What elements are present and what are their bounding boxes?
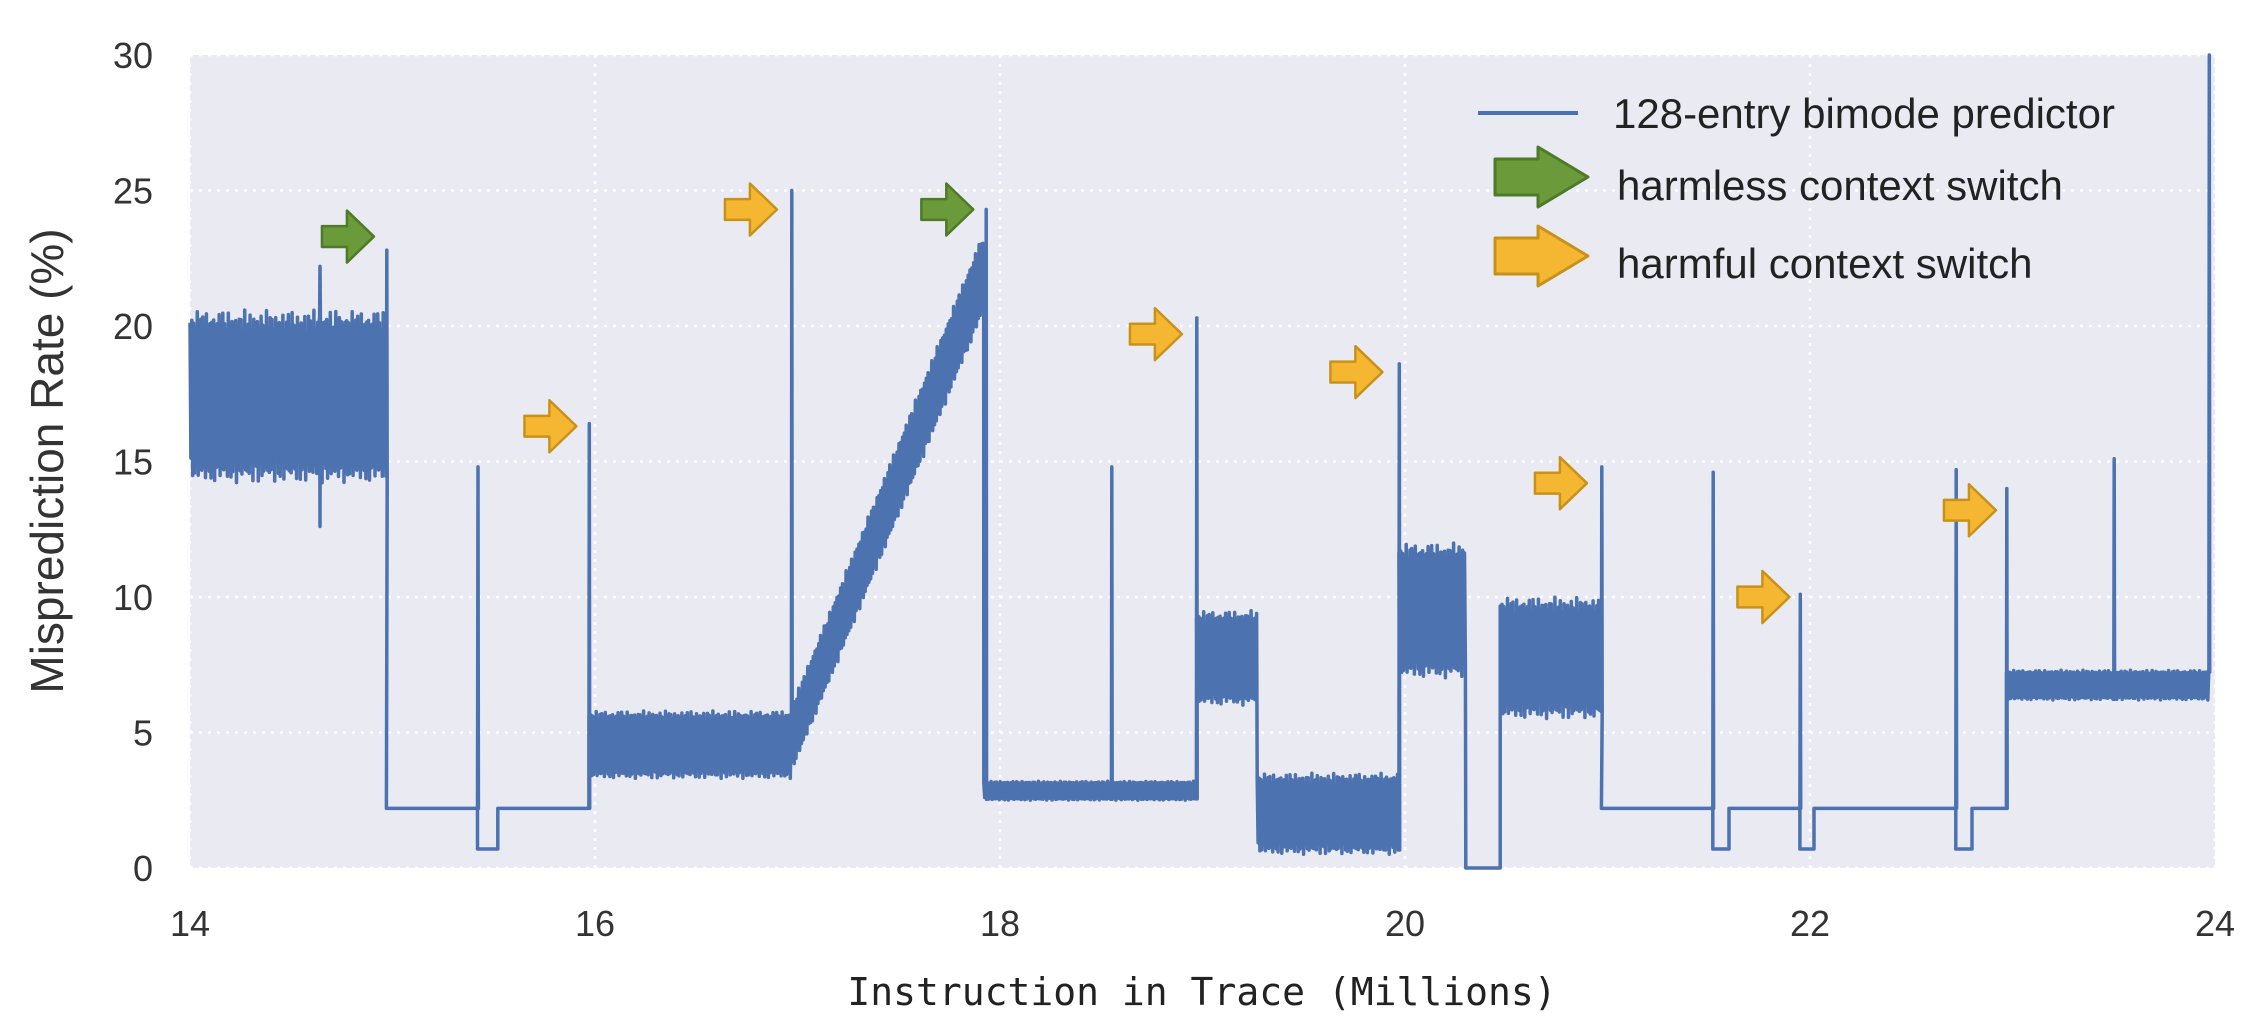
x-tick-label: 16 <box>575 903 615 944</box>
harmful-context-switch-arrow-icon <box>1128 306 1184 362</box>
legend-label-harmless: harmless context switch <box>1617 162 2063 209</box>
series-line <box>188 53 2212 870</box>
context-switch-markers <box>320 182 1998 625</box>
green-arrow-icon <box>1493 145 1590 209</box>
y-tick-label: 5 <box>133 713 153 754</box>
plot-background <box>190 55 2215 868</box>
harmful-context-switch-arrow-icon <box>523 399 578 454</box>
harmful-context-switch-arrow-icon <box>1942 483 1998 538</box>
y-tick-label: 25 <box>113 171 153 212</box>
legend-label-series: 128-entry bimode predictor <box>1613 90 2115 137</box>
harmful-context-switch-arrow-icon <box>1329 344 1384 400</box>
grid-lines <box>188 53 2217 870</box>
x-tick-label: 20 <box>1385 903 1425 944</box>
harmful-context-switch-arrow-icon <box>1533 455 1589 511</box>
harmful-context-switch-arrow-icon <box>1736 569 1791 625</box>
x-tick-label: 22 <box>1790 903 1830 944</box>
y-tick-label: 30 <box>113 35 153 76</box>
x-tick-label: 18 <box>980 903 1020 944</box>
series-line-path <box>188 53 2212 870</box>
y-tick-label: 15 <box>113 442 153 483</box>
x-axis-title: Instruction in Trace (Millions) <box>847 970 1556 1014</box>
harmless-context-switch-arrow-icon <box>320 209 376 264</box>
y-tick-label: 10 <box>113 577 153 618</box>
y-axis-title: Misprediction Rate (%) <box>21 228 73 693</box>
yellow-arrow-icon <box>1493 224 1590 288</box>
y-tick-label: 20 <box>113 306 153 347</box>
harmless-context-switch-arrow-icon <box>920 182 975 237</box>
legend-label-harmful: harmful context switch <box>1617 240 2033 287</box>
y-tick-label: 0 <box>133 848 153 889</box>
tick-labels: 14 16 18 20 22 24 0 5 10 15 20 25 30 <box>113 35 2235 944</box>
legend: 128-entry bimode predictor harmless cont… <box>1478 90 2115 288</box>
harmful-context-switch-arrow-icon <box>723 182 779 237</box>
x-tick-label: 14 <box>170 903 210 944</box>
x-tick-label: 24 <box>2195 903 2235 944</box>
